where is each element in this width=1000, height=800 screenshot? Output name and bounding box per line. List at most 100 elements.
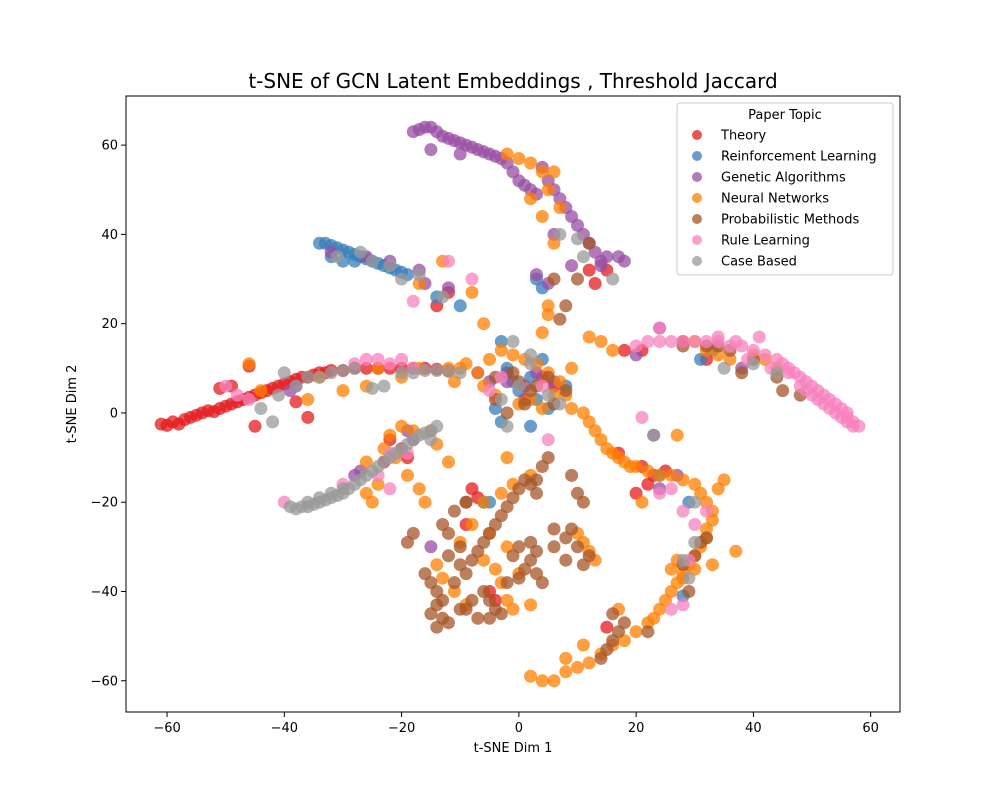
data-point bbox=[494, 335, 508, 348]
data-point bbox=[500, 406, 514, 420]
data-point bbox=[559, 651, 573, 665]
data-point bbox=[700, 522, 713, 536]
data-point bbox=[230, 388, 244, 402]
data-point bbox=[301, 393, 315, 406]
y-tick-label: −40 bbox=[91, 585, 118, 600]
data-point bbox=[395, 366, 409, 380]
data-point bbox=[700, 335, 713, 348]
x-tick-label: −20 bbox=[388, 721, 415, 736]
plot-frame bbox=[125, 95, 901, 713]
data-point bbox=[524, 669, 538, 683]
data-point bbox=[676, 504, 690, 518]
data-point bbox=[465, 285, 479, 299]
data-point bbox=[436, 571, 450, 585]
data-point bbox=[277, 366, 291, 380]
data-point bbox=[330, 250, 344, 264]
data-point bbox=[682, 585, 696, 598]
legend-title: Paper Topic bbox=[748, 108, 822, 123]
data-point bbox=[530, 268, 543, 282]
data-point bbox=[442, 616, 455, 630]
data-point bbox=[359, 361, 373, 375]
legend-marker bbox=[692, 256, 702, 266]
data-point bbox=[688, 535, 702, 549]
data-point bbox=[506, 348, 520, 362]
data-point bbox=[535, 674, 549, 688]
data-point bbox=[717, 361, 731, 375]
data-point bbox=[301, 495, 315, 509]
data-point bbox=[705, 558, 719, 572]
data-point bbox=[758, 348, 772, 362]
data-point bbox=[248, 419, 262, 433]
data-point bbox=[717, 473, 731, 487]
data-point bbox=[535, 326, 549, 340]
data-point bbox=[588, 277, 602, 290]
data-point bbox=[565, 402, 579, 415]
data-point bbox=[465, 272, 479, 286]
data-point bbox=[506, 335, 520, 348]
data-point bbox=[711, 348, 725, 362]
data-point bbox=[793, 379, 807, 393]
legend-label: Reinforcement Learning bbox=[721, 150, 877, 165]
data-point bbox=[559, 299, 573, 313]
data-point bbox=[371, 477, 385, 491]
legend-marker bbox=[692, 172, 702, 182]
data-point bbox=[582, 263, 596, 277]
legend-box bbox=[676, 102, 894, 276]
data-point bbox=[576, 495, 590, 509]
data-point bbox=[471, 366, 485, 380]
data-point bbox=[635, 410, 649, 424]
data-point bbox=[418, 495, 432, 509]
data-point bbox=[535, 165, 549, 179]
data-point bbox=[424, 540, 438, 554]
y-tick-label: 20 bbox=[101, 317, 118, 332]
data-point bbox=[582, 656, 596, 670]
data-point bbox=[442, 364, 455, 378]
x-tick-label: 40 bbox=[745, 721, 762, 736]
data-point bbox=[242, 357, 256, 371]
data-point bbox=[571, 232, 584, 246]
legend-label: Theory bbox=[720, 129, 766, 144]
data-point bbox=[266, 415, 280, 429]
data-point bbox=[494, 486, 508, 500]
legend-items: Theory Reinforcement Learning Genetic Algo… bbox=[692, 129, 877, 270]
data-point bbox=[571, 272, 584, 286]
data-point bbox=[746, 357, 760, 371]
data-point bbox=[553, 312, 567, 326]
data-point bbox=[653, 468, 667, 482]
data-point bbox=[653, 486, 667, 500]
data-point bbox=[406, 366, 420, 380]
data-point bbox=[729, 335, 743, 348]
data-point bbox=[629, 339, 643, 353]
data-point bbox=[535, 576, 549, 590]
data-point bbox=[770, 366, 784, 380]
data-point bbox=[500, 451, 514, 465]
data-point bbox=[629, 348, 643, 362]
data-point bbox=[436, 518, 450, 531]
data-point bbox=[576, 638, 590, 652]
data-point bbox=[524, 419, 538, 433]
data-point bbox=[524, 535, 538, 549]
data-point bbox=[494, 607, 508, 621]
y-axis-ticks: −60 −40 −20 0 20 40 60 bbox=[91, 139, 126, 689]
data-point bbox=[541, 183, 555, 197]
data-point bbox=[453, 540, 467, 554]
y-tick-label: 60 bbox=[101, 139, 118, 154]
data-point bbox=[524, 192, 538, 206]
data-point bbox=[676, 598, 690, 612]
data-point bbox=[512, 152, 526, 165]
data-point bbox=[324, 366, 338, 380]
data-point bbox=[453, 147, 467, 161]
data-point bbox=[524, 598, 538, 612]
data-point bbox=[506, 366, 520, 380]
data-point bbox=[641, 616, 655, 630]
data-point bbox=[436, 593, 450, 607]
data-point bbox=[395, 352, 409, 366]
data-point bbox=[301, 410, 315, 424]
data-point bbox=[383, 259, 397, 273]
data-point bbox=[571, 660, 584, 674]
data-point bbox=[682, 571, 696, 585]
data-point bbox=[565, 468, 579, 482]
data-point bbox=[424, 143, 438, 157]
data-point bbox=[371, 352, 385, 366]
